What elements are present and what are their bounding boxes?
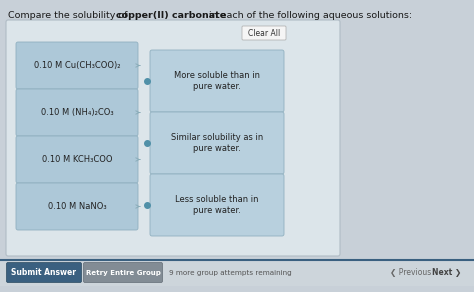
FancyBboxPatch shape [16, 183, 138, 230]
Text: Submit Answer: Submit Answer [11, 268, 76, 277]
FancyBboxPatch shape [16, 89, 138, 136]
Text: 0.10 M Cu(CH₃COO)₂: 0.10 M Cu(CH₃COO)₂ [34, 61, 120, 70]
Text: 0.10 M KCH₃COO: 0.10 M KCH₃COO [42, 155, 112, 164]
Bar [0, 260, 474, 286]
FancyBboxPatch shape [83, 263, 163, 282]
FancyBboxPatch shape [16, 136, 138, 183]
Text: Retry Entire Group: Retry Entire Group [86, 270, 160, 275]
FancyBboxPatch shape [150, 174, 284, 236]
Text: Compare the solubility of: Compare the solubility of [8, 11, 130, 20]
Text: 9 more group attempts remaining: 9 more group attempts remaining [169, 270, 292, 275]
Text: in each of the following aqueous solutions:: in each of the following aqueous solutio… [206, 11, 412, 20]
Text: ❮ Previous: ❮ Previous [390, 268, 431, 277]
FancyBboxPatch shape [6, 20, 340, 256]
FancyBboxPatch shape [16, 42, 138, 89]
Text: Next ❯: Next ❯ [432, 268, 461, 277]
FancyBboxPatch shape [150, 50, 284, 112]
Text: 0.10 M NaNO₃: 0.10 M NaNO₃ [48, 202, 106, 211]
Text: Similar solubility as in
pure water.: Similar solubility as in pure water. [171, 133, 263, 153]
Text: 0.10 M (NH₄)₂CO₃: 0.10 M (NH₄)₂CO₃ [41, 108, 113, 117]
FancyBboxPatch shape [7, 263, 82, 282]
Text: Clear All: Clear All [248, 29, 280, 37]
Text: More soluble than in
pure water.: More soluble than in pure water. [174, 71, 260, 91]
Text: copper(II) carbonate: copper(II) carbonate [116, 11, 226, 20]
Text: Less soluble than in
pure water.: Less soluble than in pure water. [175, 195, 259, 215]
FancyBboxPatch shape [150, 112, 284, 174]
FancyBboxPatch shape [242, 26, 286, 40]
